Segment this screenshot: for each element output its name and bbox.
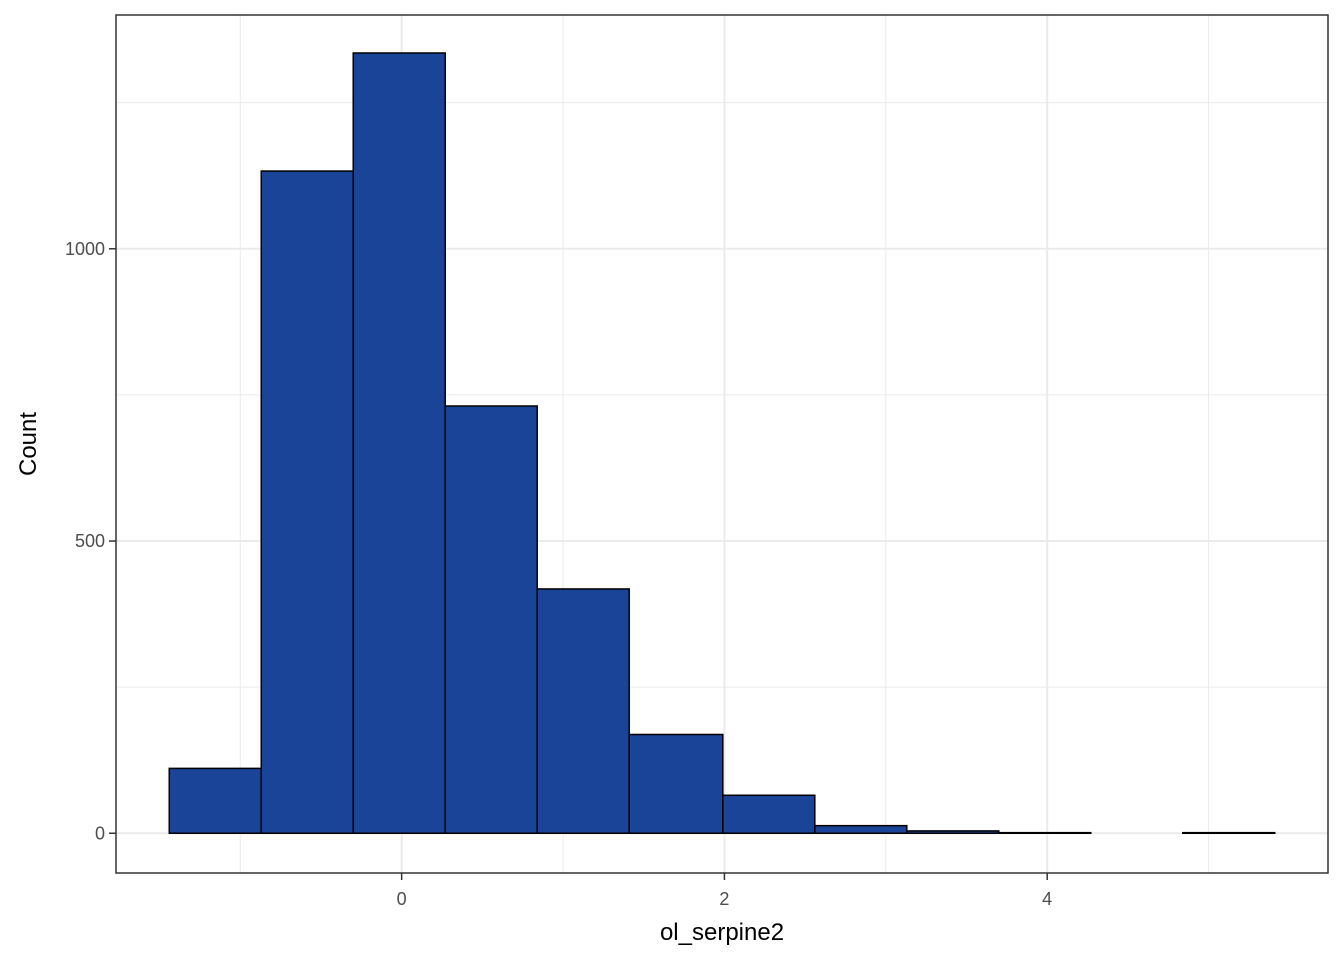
y-tick-label: 0 xyxy=(95,823,105,843)
y-tick-label: 1000 xyxy=(65,239,105,259)
histogram-bar xyxy=(260,170,354,835)
histogram-bar xyxy=(814,824,908,835)
histogram-bar xyxy=(168,767,262,835)
x-tick-label: 0 xyxy=(397,889,407,909)
histogram-bar xyxy=(1182,831,1276,835)
x-axis-title: ol_serpine2 xyxy=(660,919,784,946)
y-tick-label: 500 xyxy=(75,531,105,551)
x-tick-label: 4 xyxy=(1042,889,1052,909)
histogram-bar xyxy=(444,405,538,835)
histogram-bar xyxy=(628,733,724,835)
histogram-bars xyxy=(168,52,1276,835)
x-tick-label: 2 xyxy=(719,889,729,909)
y-axis-title: Count xyxy=(15,412,42,476)
histogram-bar xyxy=(352,52,446,835)
histogram-bar xyxy=(722,794,816,835)
panel-border xyxy=(115,14,1329,874)
axes: 0 2 4 0 500 1000 xyxy=(65,239,1052,909)
histogram-bar xyxy=(998,831,1092,835)
histogram-bar xyxy=(536,588,630,835)
histogram-bar xyxy=(906,830,1000,835)
